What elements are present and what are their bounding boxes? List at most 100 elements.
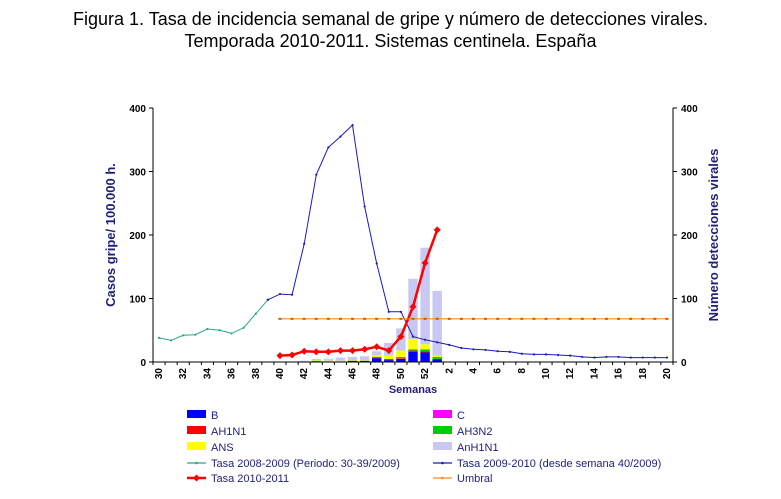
x-tick-label: 36 bbox=[227, 368, 238, 380]
series-point bbox=[581, 355, 584, 359]
bar-b bbox=[372, 358, 382, 362]
bar-ans bbox=[347, 360, 358, 361]
series-point bbox=[409, 303, 417, 311]
bar-ans bbox=[323, 360, 334, 362]
y-axis-right-label: Número detecciones virales bbox=[706, 149, 721, 322]
y-tick-label-left: 200 bbox=[129, 231, 146, 242]
series-point bbox=[361, 345, 369, 353]
series-point bbox=[387, 310, 390, 313]
series-point bbox=[569, 354, 572, 357]
bar-ah1n1 bbox=[408, 350, 418, 352]
legend-label: Tasa 2009-2010 (desde semana 40/2009) bbox=[457, 458, 661, 470]
bar-ans bbox=[359, 360, 370, 361]
bar-ah1n1 bbox=[396, 358, 406, 359]
bar-ans bbox=[420, 344, 430, 350]
bar-anh1n1 bbox=[323, 358, 334, 361]
x-tick-label: 50 bbox=[396, 368, 407, 380]
bar-anh1n1 bbox=[347, 356, 358, 361]
x-tick-label: 12 bbox=[565, 368, 576, 380]
x-tick-label: 52 bbox=[420, 368, 431, 380]
series-point bbox=[460, 346, 463, 350]
bar-ah1n1 bbox=[372, 357, 382, 359]
legend-label: ANS bbox=[211, 442, 234, 454]
series-point bbox=[641, 356, 644, 359]
x-tick-label: 30 bbox=[154, 368, 165, 380]
series-point bbox=[349, 347, 357, 355]
legend-label: Tasa 2008-2009 (Periodo: 30-39/2009) bbox=[211, 458, 400, 470]
bar-b bbox=[432, 359, 442, 362]
legend-label: AH1N1 bbox=[211, 426, 246, 438]
series-point bbox=[327, 146, 330, 149]
y-tick-label-left: 300 bbox=[129, 168, 146, 179]
series-point bbox=[375, 262, 378, 265]
series-point bbox=[665, 356, 669, 359]
x-tick-label: 10 bbox=[541, 368, 552, 380]
series-point bbox=[266, 298, 269, 301]
legend-label: B bbox=[211, 410, 218, 422]
y-tick-label-right: 200 bbox=[681, 231, 698, 242]
y-axis-left-label: Casos gripe/ 100.000 h. bbox=[103, 163, 118, 307]
series-point bbox=[653, 356, 656, 359]
legend-marker bbox=[195, 461, 198, 465]
series-point bbox=[520, 352, 523, 355]
series-point bbox=[303, 242, 306, 245]
y-tick-label-right: 0 bbox=[681, 358, 687, 369]
series-point bbox=[448, 343, 451, 346]
series-point bbox=[373, 343, 381, 351]
series-point bbox=[423, 338, 427, 341]
bar-ah3n2 bbox=[396, 356, 406, 359]
bar-anh1n1 bbox=[420, 247, 430, 345]
series-point bbox=[170, 339, 173, 342]
series-point bbox=[276, 352, 284, 360]
bar-ans bbox=[311, 360, 321, 361]
series-point bbox=[436, 341, 439, 344]
y-tick-label-left: 0 bbox=[140, 358, 146, 369]
chart-title-line2: Temporada 2010-2011. Sistemas centinela.… bbox=[184, 31, 597, 51]
y-tick-label-left: 400 bbox=[129, 104, 146, 115]
legend-swatch bbox=[187, 426, 206, 434]
series-point bbox=[290, 293, 294, 296]
bar-anh1n1 bbox=[359, 356, 370, 361]
y-tick-label-right: 400 bbox=[681, 104, 698, 115]
bar-anh1n1 bbox=[299, 360, 309, 362]
y-tick-label-left: 100 bbox=[129, 295, 146, 306]
bar-ah3n2 bbox=[420, 349, 430, 352]
x-axis-label: Semanas bbox=[389, 384, 437, 396]
x-tick-label: 18 bbox=[638, 368, 649, 380]
x-tick-label: 2 bbox=[444, 368, 455, 374]
bar-anh1n1 bbox=[335, 357, 346, 361]
legend-swatch bbox=[433, 426, 452, 434]
x-tick-label: 6 bbox=[493, 368, 504, 374]
legend: B C AH1N1 AH3N2 ANS AnH1N1 Tasa 2008-2009 (Per… bbox=[187, 410, 661, 485]
x-tick-label: 38 bbox=[251, 368, 262, 380]
series-point bbox=[472, 348, 475, 351]
series-point bbox=[557, 353, 560, 357]
x-tick-label: 14 bbox=[589, 368, 600, 380]
legend-label: C bbox=[457, 410, 465, 422]
series-point bbox=[496, 350, 499, 353]
bar-ans bbox=[384, 355, 394, 359]
legend-marker bbox=[441, 461, 444, 465]
x-tick-label: 32 bbox=[178, 368, 189, 380]
x-tick-label: 42 bbox=[299, 368, 310, 380]
x-tick-label: 44 bbox=[323, 368, 334, 380]
bar-b bbox=[408, 351, 418, 362]
series-point bbox=[544, 353, 548, 356]
bar-b bbox=[347, 360, 358, 362]
series-point bbox=[433, 226, 441, 234]
bar-b bbox=[420, 352, 430, 362]
series-point bbox=[385, 347, 393, 355]
legend-label: Tasa 2010-2011 bbox=[211, 473, 289, 485]
x-tick-label: 40 bbox=[275, 368, 286, 380]
series-point bbox=[324, 348, 332, 356]
legend-marker bbox=[193, 474, 200, 482]
series-point bbox=[157, 336, 161, 339]
x-tick-label: 8 bbox=[517, 368, 528, 374]
series-point bbox=[254, 312, 257, 315]
bar-ah3n2 bbox=[408, 349, 418, 351]
bar-ah1n1 bbox=[432, 358, 442, 360]
series-point bbox=[194, 333, 197, 336]
legend-marker bbox=[441, 476, 444, 480]
